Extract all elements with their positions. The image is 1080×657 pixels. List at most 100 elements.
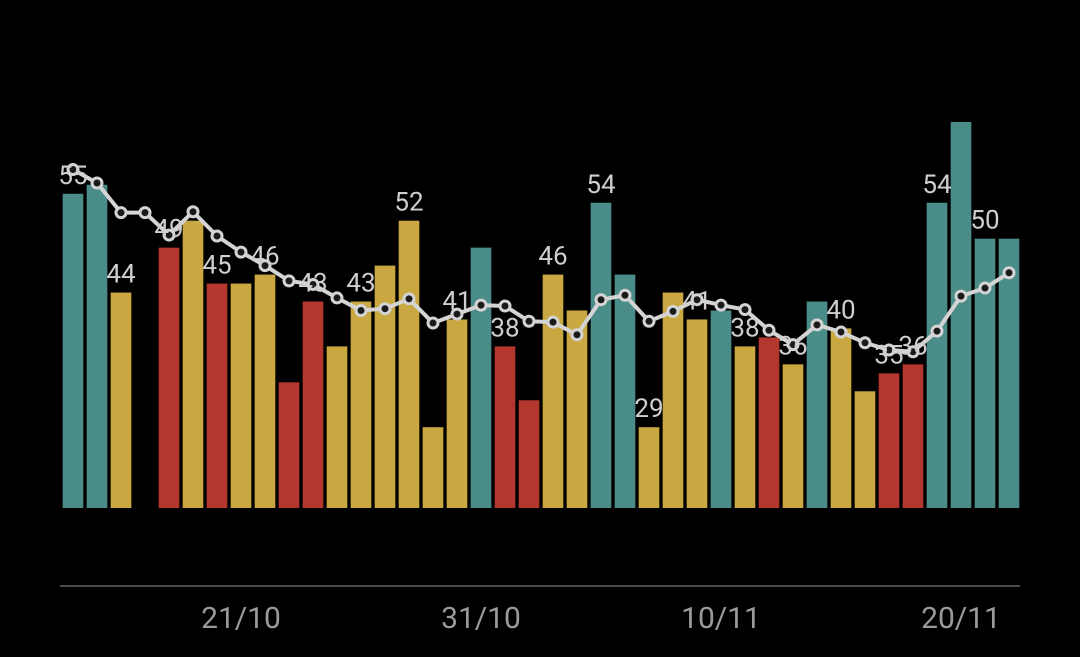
trend-marker	[882, 343, 896, 357]
bar	[758, 337, 780, 508]
value-label: 46	[538, 242, 567, 272]
value-label: 41	[442, 286, 471, 316]
trend-marker	[954, 289, 968, 303]
trend-marker	[978, 281, 992, 295]
x-tick-label: 31/10	[441, 601, 521, 636]
trend-marker	[690, 293, 704, 307]
bar	[614, 274, 636, 508]
trend-marker	[114, 206, 128, 220]
bar	[398, 220, 420, 508]
value-label: 50	[970, 206, 999, 236]
trend-marker	[570, 328, 584, 342]
trend-marker	[450, 307, 464, 321]
bar	[782, 364, 804, 508]
bar	[446, 319, 468, 508]
bar	[326, 346, 348, 508]
trend-marker	[426, 316, 440, 330]
value-label: 43	[298, 269, 327, 299]
value-label: 46	[250, 242, 279, 272]
trend-marker	[90, 176, 104, 190]
value-label: 29	[634, 394, 663, 424]
value-label: 45	[202, 251, 231, 281]
x-tick-label: 10/11	[681, 601, 761, 636]
value-label: 36	[778, 331, 807, 361]
value-label: 41	[682, 286, 711, 316]
bar	[686, 319, 708, 508]
bar	[422, 427, 444, 508]
trend-marker	[138, 206, 152, 220]
trend-marker	[258, 259, 272, 273]
trend-marker	[546, 315, 560, 329]
trend-marker	[906, 345, 920, 359]
bar	[950, 121, 972, 508]
bar	[182, 220, 204, 508]
bar	[926, 202, 948, 508]
trend-marker	[714, 298, 728, 312]
bar	[86, 184, 108, 509]
bar	[374, 265, 396, 508]
bar	[542, 274, 564, 508]
trend-marker	[282, 274, 296, 288]
bar	[230, 283, 252, 508]
trend-marker	[186, 205, 200, 219]
bar	[110, 292, 132, 508]
trend-line	[72, 167, 1011, 354]
trend-marker	[738, 303, 752, 317]
bar	[830, 328, 852, 508]
bar	[638, 427, 660, 508]
trend-marker	[306, 277, 320, 291]
value-label: 43	[346, 269, 375, 299]
trend-marker	[162, 228, 176, 242]
value-label: 52	[394, 188, 423, 218]
value-label: 54	[922, 170, 952, 200]
trend-marker	[66, 163, 80, 177]
trend-marker	[234, 245, 248, 259]
trend-marker	[594, 293, 608, 307]
bar	[62, 193, 84, 508]
trend-marker	[786, 338, 800, 352]
x-tick-label: 20/11	[921, 601, 1001, 636]
bar	[302, 301, 324, 508]
value-label: 40	[826, 295, 855, 325]
trend-marker	[618, 288, 632, 302]
x-tick-label: 21/10	[201, 601, 281, 636]
bar	[878, 373, 900, 508]
bar	[998, 238, 1020, 508]
value-label: 49	[154, 215, 183, 245]
bar	[734, 346, 756, 508]
trend-marker	[402, 292, 416, 306]
bar	[158, 247, 180, 508]
bar	[590, 202, 612, 508]
bar	[974, 238, 996, 508]
trend-marker	[834, 325, 848, 339]
bar	[350, 301, 372, 508]
bar	[518, 400, 540, 508]
value-label: 38	[490, 313, 519, 343]
bar	[494, 346, 516, 508]
bar	[806, 301, 828, 508]
trend-marker	[762, 323, 776, 337]
value-label: 44	[106, 260, 136, 290]
trend-marker	[810, 318, 824, 332]
trend-marker	[378, 302, 392, 316]
bar	[710, 310, 732, 508]
bar	[470, 247, 492, 508]
value-label: 35	[874, 340, 903, 370]
trend-marker	[1002, 266, 1016, 280]
value-label: 36	[898, 331, 927, 361]
value-label: 55	[58, 161, 87, 191]
trend-marker	[642, 314, 656, 328]
bar	[662, 292, 684, 508]
trend-marker	[474, 298, 488, 312]
trend-marker	[330, 291, 344, 305]
trend-marker	[858, 336, 872, 350]
trend-marker	[522, 314, 536, 328]
trend-marker	[354, 303, 368, 317]
bar	[278, 382, 300, 508]
trend-marker	[666, 304, 680, 318]
value-label: 38	[730, 313, 759, 343]
bar	[902, 364, 924, 508]
trend-marker	[930, 324, 944, 338]
